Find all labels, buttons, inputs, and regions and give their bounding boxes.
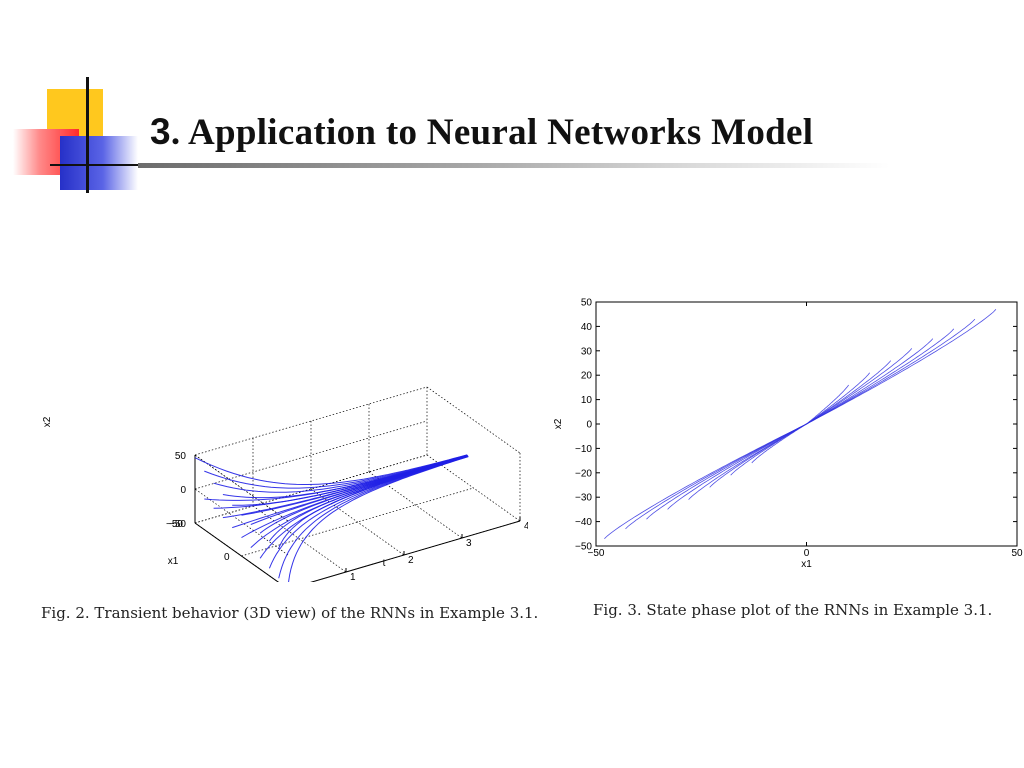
- x1-tick-label: −50: [166, 519, 183, 530]
- title-underline-rule: [138, 163, 890, 168]
- t-tick-label: 4: [524, 521, 528, 532]
- phase-trajectory: [806, 309, 997, 425]
- t-tick-label: 1: [350, 572, 356, 582]
- transient-trajectory: [288, 456, 469, 582]
- title-text: . Application to Neural Networks Model: [170, 112, 814, 153]
- phase-trajectory: [806, 372, 871, 425]
- grid-line-left: [194, 488, 289, 556]
- y-axis-label: x2: [553, 418, 564, 429]
- grid-line-floor: [194, 522, 279, 582]
- phase-trajectory: [806, 338, 934, 425]
- x2-axis-label: x2: [42, 416, 53, 427]
- y-tick-label: 20: [581, 371, 593, 382]
- phase-trajectory: [806, 348, 913, 425]
- transient-trajectory: [204, 454, 468, 501]
- y-tick-label: −20: [575, 468, 592, 479]
- transient-trajectory: [259, 455, 469, 559]
- decor-horizontal-line: [50, 164, 140, 166]
- phase-trajectory: [625, 423, 807, 530]
- transient-trajectory: [268, 455, 469, 569]
- slide-title: 3. Application to Neural Networks Model: [150, 111, 1010, 154]
- x1-axis: [194, 522, 280, 582]
- t-tick-label: 3: [466, 538, 472, 549]
- x1-axis-label: x1: [168, 556, 179, 567]
- x2-tick-label: −50: [169, 519, 186, 530]
- grid-line-right: [426, 386, 521, 454]
- phase-trajectory: [751, 423, 807, 464]
- phase-trajectory: [806, 318, 976, 425]
- phase-trajectory: [806, 384, 849, 425]
- y-tick-label: 30: [581, 346, 593, 357]
- x-tick-label: 50: [1011, 548, 1023, 559]
- t-axis-label: t: [383, 558, 386, 569]
- phase-trajectory: [646, 423, 807, 520]
- fig2-caption: Fig. 2. Transient behavior (3D view) of …: [41, 604, 539, 622]
- y-tick-label: 10: [581, 395, 593, 406]
- transient-trajectory: [213, 454, 468, 493]
- y-tick-label: −10: [575, 444, 592, 455]
- fig3-caption: Fig. 3. State phase plot of the RNNs in …: [593, 601, 993, 619]
- y-tick-label: −30: [575, 493, 592, 504]
- phase-trajectory: [730, 423, 807, 476]
- transient-trajectory: [278, 455, 469, 549]
- x1-tick-label: 0: [224, 552, 230, 563]
- grid-line-floor: [310, 488, 405, 556]
- title-number: 3: [150, 111, 171, 152]
- phase-trajectory: [806, 360, 892, 425]
- decor-vertical-line: [86, 77, 89, 193]
- y-tick-label: 0: [586, 420, 592, 431]
- y-tick-label: 40: [581, 322, 593, 333]
- grid-line-left: [194, 454, 289, 522]
- figure-phase-plot: 50 40 30 20 10 0 −10 −20 −30 −40 −50−50 0 50 x1 x2: [553, 298, 1023, 571]
- x-tick-label: −50: [588, 548, 605, 559]
- phase-trajectory: [667, 423, 807, 510]
- y-tick-label: −40: [575, 517, 592, 528]
- phase-trajectory: [806, 328, 955, 425]
- x-tick-label: 0: [804, 548, 810, 559]
- x2-tick-label: 50: [175, 451, 187, 462]
- x2-tick-label: 0: [180, 485, 186, 496]
- decor-blue-square: [60, 136, 138, 190]
- x-axis-label: x1: [801, 559, 812, 570]
- grid-line-floor: [368, 471, 463, 539]
- grid-line-left: [194, 522, 279, 582]
- y-tick-label: 50: [581, 298, 593, 309]
- y-tick-label: −50: [575, 542, 592, 553]
- t-tick-label: 2: [408, 555, 414, 566]
